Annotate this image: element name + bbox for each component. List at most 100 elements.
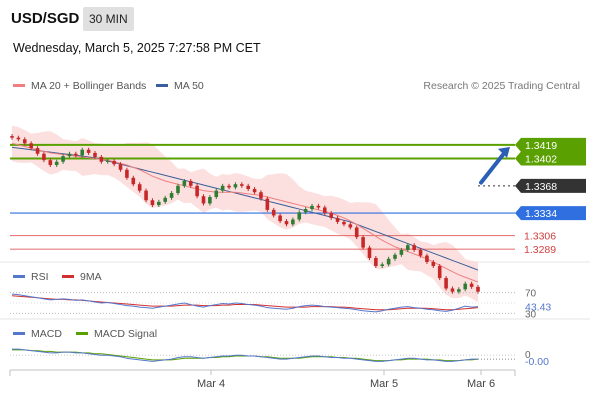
level-label-1.3289: 1.3289: [524, 244, 556, 256]
level-tag-1.3402: [515, 151, 586, 166]
candle-body: [150, 200, 155, 206]
legend-rsi-ma: 9MA: [62, 271, 102, 283]
candle-body: [137, 184, 142, 191]
candle-body: [157, 201, 161, 206]
candle-body: [342, 221, 346, 225]
level-label-1.3306: 1.3306: [524, 231, 556, 243]
candle-body: [431, 262, 436, 267]
candle-body: [303, 209, 308, 213]
level-label-1.3368: 1.3368: [525, 181, 557, 193]
legend-macd: MACD: [13, 328, 62, 340]
candle-body: [278, 215, 282, 222]
candle-body: [469, 283, 474, 287]
candle-body: [393, 254, 397, 259]
candle-body: [220, 185, 225, 191]
candle-body: [412, 245, 416, 250]
candle-body: [86, 149, 91, 153]
candle-body: [335, 217, 340, 222]
candle-body: [297, 212, 302, 220]
macd-current-label: -0.00: [525, 356, 549, 368]
rsi-tick-label: 30: [525, 309, 537, 320]
legend-rsi-label: RSI: [31, 271, 49, 283]
candle-body: [227, 185, 231, 188]
candle-body: [380, 264, 385, 267]
x-tick-label: Mar 5: [370, 378, 398, 390]
legend-rsi: RSI: [13, 271, 49, 283]
datetime-label: Wednesday, March 5, 2025 7:27:58 PM CET: [13, 41, 261, 55]
candle-body: [182, 181, 187, 186]
legend-macd-signal: MACD Signal: [76, 328, 157, 340]
macd-tick-label: 0: [525, 350, 531, 361]
candle-body: [354, 227, 359, 238]
candle-body: [348, 224, 353, 228]
candle-body: [284, 221, 289, 225]
candle-body: [476, 286, 480, 292]
candle-body: [163, 197, 168, 202]
candle-body: [457, 289, 461, 292]
candle-body: [112, 160, 116, 165]
symbol-label: USD/SGD: [11, 10, 80, 27]
candle-body: [386, 258, 391, 265]
candle-body: [169, 193, 174, 198]
forecast-arrow-head: [498, 146, 510, 158]
candle-body: [271, 209, 276, 216]
candle-body: [188, 181, 193, 186]
forecast-arrow: [479, 148, 508, 185]
candle-body: [425, 255, 429, 263]
candle-body: [29, 143, 33, 149]
level-tag-1.3368: [515, 178, 586, 193]
candle-body: [450, 288, 455, 292]
level-tag-1.3419: [515, 137, 586, 152]
macd-swatch: [13, 331, 25, 335]
level-label-1.3419: 1.3419: [525, 140, 557, 152]
candle-body: [214, 190, 219, 198]
candle-body: [322, 207, 327, 214]
rsi-line: [11, 293, 479, 313]
candle-body: [246, 185, 250, 190]
level-label-1.3334: 1.3334: [525, 208, 557, 220]
candle-body: [252, 189, 257, 193]
candle-body: [437, 266, 442, 279]
candle-body: [74, 153, 78, 156]
candle-body: [367, 247, 372, 258]
timeframe-badge[interactable]: 30 MIN: [83, 7, 134, 31]
candle-body: [399, 249, 404, 255]
level-tag-1.3334: [515, 206, 586, 221]
candle-body: [105, 160, 110, 162]
legend-ma50: MA 50: [156, 80, 204, 92]
ma20-swatch: [13, 83, 25, 87]
candle-body: [361, 237, 365, 248]
candle-body: [329, 213, 333, 218]
candle-body: [316, 205, 321, 208]
candle-body: [35, 148, 40, 154]
candle-body: [240, 184, 244, 186]
legend-ma20: MA 20 + Bollinger Bands: [13, 80, 146, 92]
ma20-line: [11, 142, 479, 283]
candle-body: [195, 185, 199, 197]
x-tick-label: Mar 6: [467, 378, 495, 390]
candle-body: [42, 153, 46, 161]
rsi-current-label: 43.43: [525, 301, 551, 313]
candle-body: [463, 283, 468, 290]
legend-ma20-label: MA 20 + Bollinger Bands: [31, 80, 147, 92]
candle-body: [144, 190, 148, 201]
candle-body: [444, 278, 448, 289]
candle-body: [80, 149, 85, 156]
chart-header: USD/SGD 30 MIN: [0, 0, 590, 36]
legend-macd-signal-label: MACD Signal: [94, 328, 158, 340]
candle-body: [22, 139, 27, 144]
candle-body: [48, 160, 53, 165]
candle-body: [310, 205, 314, 210]
rsi-tick-label: 70: [525, 289, 537, 300]
ma50-line: [11, 146, 479, 271]
level-label-1.3402: 1.3402: [525, 154, 557, 166]
candle-body: [418, 249, 423, 256]
candle-body: [265, 198, 270, 210]
candle-body: [208, 197, 212, 204]
bollinger-band: [12, 125, 478, 303]
candle-body: [99, 156, 104, 162]
copyright-label: Research © 2025 Trading Central: [423, 80, 580, 92]
candle-body: [93, 152, 97, 157]
candle-body: [201, 196, 206, 204]
candle-body: [118, 164, 123, 170]
